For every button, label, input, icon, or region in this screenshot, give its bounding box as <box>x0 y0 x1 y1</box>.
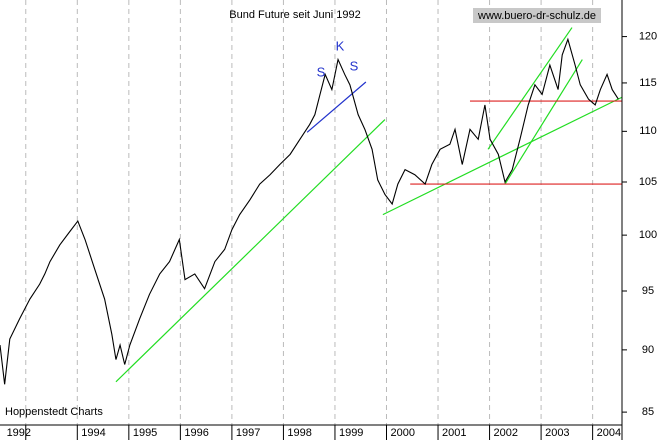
x-tick-label: 1994 <box>81 427 105 439</box>
watermark: www.buero-dr-schulz.de <box>477 10 596 22</box>
y-tick-label: 100 <box>639 229 657 241</box>
x-tick-label: 2001 <box>442 427 466 439</box>
trend-line <box>306 81 367 133</box>
y-tick-label: 95 <box>642 285 654 297</box>
x-tick-label: 1996 <box>184 427 208 439</box>
trend-line <box>115 119 386 383</box>
annotation: S <box>350 58 359 73</box>
y-tick-label: 110 <box>639 125 657 137</box>
x-tick-label: 1995 <box>133 427 157 439</box>
chart-title: Bund Future seit Juni 1992 <box>229 9 360 21</box>
x-tick-label: 2000 <box>390 427 414 439</box>
annotation: K <box>336 38 345 53</box>
trend-line <box>487 27 573 150</box>
grid <box>25 0 627 440</box>
source: Hoppenstedt Charts <box>5 406 103 418</box>
x-tick-label: 2002 <box>494 427 518 439</box>
annotation: S <box>317 64 326 79</box>
y-tick-label: 90 <box>642 344 654 356</box>
x-tick-label: 2004 <box>597 427 621 439</box>
y-tick-label: 85 <box>642 406 654 418</box>
x-tick-label: 1992 <box>7 427 31 439</box>
plot-area <box>0 27 622 385</box>
x-tick-label: 2003 <box>545 427 569 439</box>
price-line <box>0 37 619 385</box>
y-tick-label: 120 <box>639 30 657 42</box>
y-tick-label: 115 <box>639 77 657 89</box>
x-tick-label: 1999 <box>339 427 363 439</box>
watermark-box <box>473 8 601 23</box>
x-tick-label: 1998 <box>287 427 311 439</box>
trend-line <box>504 59 583 185</box>
x-tick-label: 1997 <box>236 427 260 439</box>
y-tick-label: 105 <box>639 176 657 188</box>
trend-line <box>382 96 622 216</box>
